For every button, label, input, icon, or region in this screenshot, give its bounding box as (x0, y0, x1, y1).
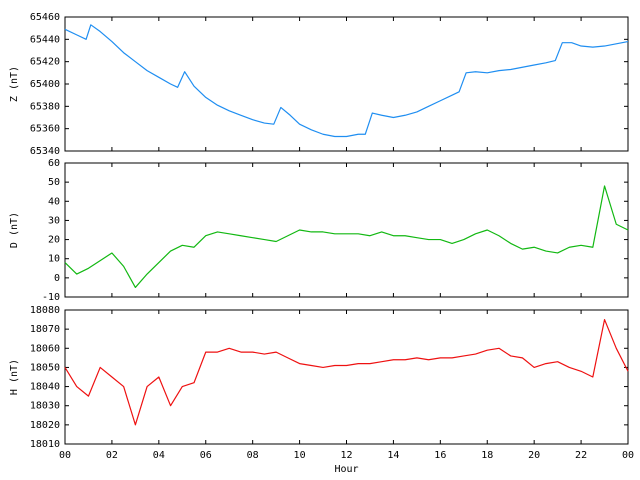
x-tick-label: 18 (481, 450, 493, 461)
data-line (64, 318, 629, 426)
x-tick-label: 12 (340, 450, 352, 461)
y-tick-label: -10 (42, 292, 60, 303)
x-tick-label: 16 (434, 450, 446, 461)
y-tick-label: 65400 (30, 79, 60, 90)
y-tick-label: 18040 (30, 382, 60, 393)
x-tick-label: 14 (387, 450, 399, 461)
data-line (64, 24, 629, 138)
y-tick-label: 30 (48, 215, 60, 226)
y-tick-label: 18010 (30, 439, 60, 450)
x-tick-label: 00 (622, 450, 634, 461)
y-tick-label: 65440 (30, 34, 60, 45)
y-axis-label: H (nT) (9, 359, 20, 395)
x-tick-label: 08 (247, 450, 259, 461)
y-tick-label: 18030 (30, 401, 60, 412)
y-axis-label: Z (nT) (9, 66, 20, 102)
y-tick-label: 65380 (30, 101, 60, 112)
y-tick-label: 0 (54, 273, 60, 284)
x-tick-label: 20 (528, 450, 540, 461)
x-tick-label: 10 (294, 450, 306, 461)
panel-frame (64, 16, 629, 152)
y-tick-label: 18080 (30, 305, 60, 316)
panel-frame (64, 162, 629, 298)
x-tick-label: 00 (59, 450, 71, 461)
y-tick-label: 50 (48, 177, 60, 188)
y-tick-label: 65340 (30, 146, 60, 157)
y-tick-label: 20 (48, 235, 60, 246)
x-tick-label: 06 (200, 450, 212, 461)
y-tick-label: 60 (48, 158, 60, 169)
x-tick-label: 22 (575, 450, 587, 461)
y-tick-label: 40 (48, 196, 60, 207)
y-tick-label: 65420 (30, 57, 60, 68)
x-tick-label: 04 (153, 450, 165, 461)
y-tick-label: 65360 (30, 124, 60, 135)
y-tick-label: 18020 (30, 420, 60, 431)
data-line (64, 185, 629, 289)
y-axis-label: D (nT) (9, 212, 20, 248)
x-tick-label: 02 (106, 450, 118, 461)
panel-frame (64, 309, 629, 445)
x-axis-label: Hour (334, 464, 358, 475)
y-tick-label: 18070 (30, 324, 60, 335)
y-tick-label: 65460 (30, 12, 60, 23)
y-tick-label: 10 (48, 254, 60, 265)
y-tick-label: 18050 (30, 362, 60, 373)
y-tick-label: 18060 (30, 343, 60, 354)
